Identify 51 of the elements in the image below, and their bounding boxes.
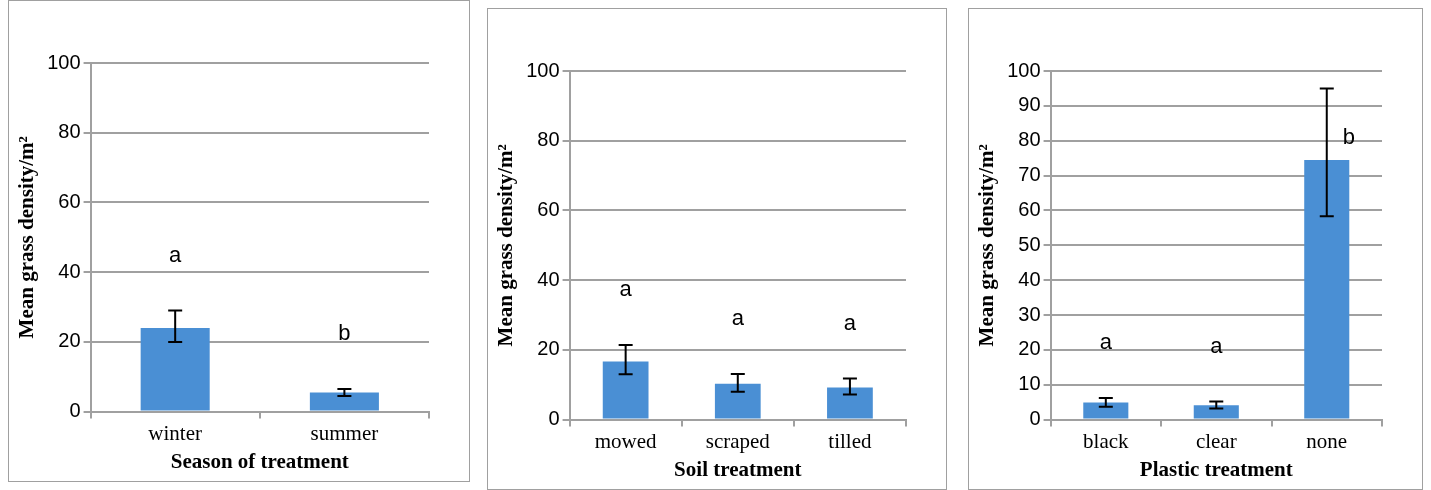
y-tick-label: 70 — [1018, 163, 1041, 186]
x-tick-label: winter — [148, 420, 202, 445]
y-tick-label: 0 — [548, 407, 560, 430]
y-tick-label: 40 — [58, 259, 81, 282]
x-tick-label: mowed — [594, 428, 658, 453]
x-axis-title: Soil treatment — [674, 456, 802, 481]
y-tick-label: 80 — [1018, 128, 1041, 151]
y-tick-label: 60 — [537, 197, 560, 220]
y-tick-label: 20 — [58, 329, 81, 352]
x-tick-label: clear — [1195, 428, 1237, 453]
y-tick-label: 80 — [537, 128, 560, 151]
x-axis-title: Season of treatment — [170, 448, 349, 473]
y-tick-label: 40 — [1018, 267, 1041, 290]
annotation: a — [843, 309, 857, 335]
bar — [1193, 405, 1239, 419]
bar — [1304, 159, 1350, 419]
annotation: a — [169, 241, 183, 267]
y-tick-label: 60 — [58, 189, 81, 212]
bar — [602, 361, 649, 419]
x-tick-label: black — [1083, 428, 1130, 453]
y-axis-title: Mean grass density/m² — [14, 136, 39, 339]
annotation: a — [619, 276, 633, 302]
y-tick-label: 10 — [1018, 372, 1041, 395]
bar — [1083, 402, 1129, 419]
annotation: a — [1099, 329, 1113, 355]
y-tick-label: 100 — [1007, 58, 1041, 81]
y-tick-label: 100 — [526, 58, 560, 81]
y-tick-label: 90 — [1018, 93, 1041, 116]
x-tick-label: summer — [310, 420, 379, 445]
y-axis-title: Mean grass density/m² — [493, 144, 518, 347]
y-axis-title: Mean grass density/m² — [974, 144, 999, 347]
x-tick-label: none — [1306, 428, 1348, 453]
x-tick-label: scraped — [705, 428, 771, 453]
y-tick-label: 0 — [1029, 407, 1041, 430]
annotation: b — [1342, 124, 1355, 150]
bar — [714, 383, 761, 419]
y-tick-label: 80 — [58, 120, 81, 143]
y-tick-label: 0 — [69, 399, 81, 422]
y-tick-label: 100 — [47, 50, 81, 73]
y-tick-label: 20 — [537, 337, 560, 360]
y-tick-label: 40 — [537, 267, 560, 290]
annotation: a — [1210, 332, 1224, 358]
bar — [827, 387, 873, 419]
y-tick-label: 50 — [1018, 232, 1041, 255]
y-tick-label: 60 — [1018, 197, 1041, 220]
y-tick-label: 20 — [1018, 337, 1041, 360]
x-tick-label: tilled — [828, 428, 872, 453]
annotation: a — [731, 305, 745, 330]
annotation: b — [338, 320, 351, 345]
x-axis-title: Plastic treatment — [1139, 456, 1293, 481]
y-tick-label: 30 — [1018, 302, 1041, 325]
